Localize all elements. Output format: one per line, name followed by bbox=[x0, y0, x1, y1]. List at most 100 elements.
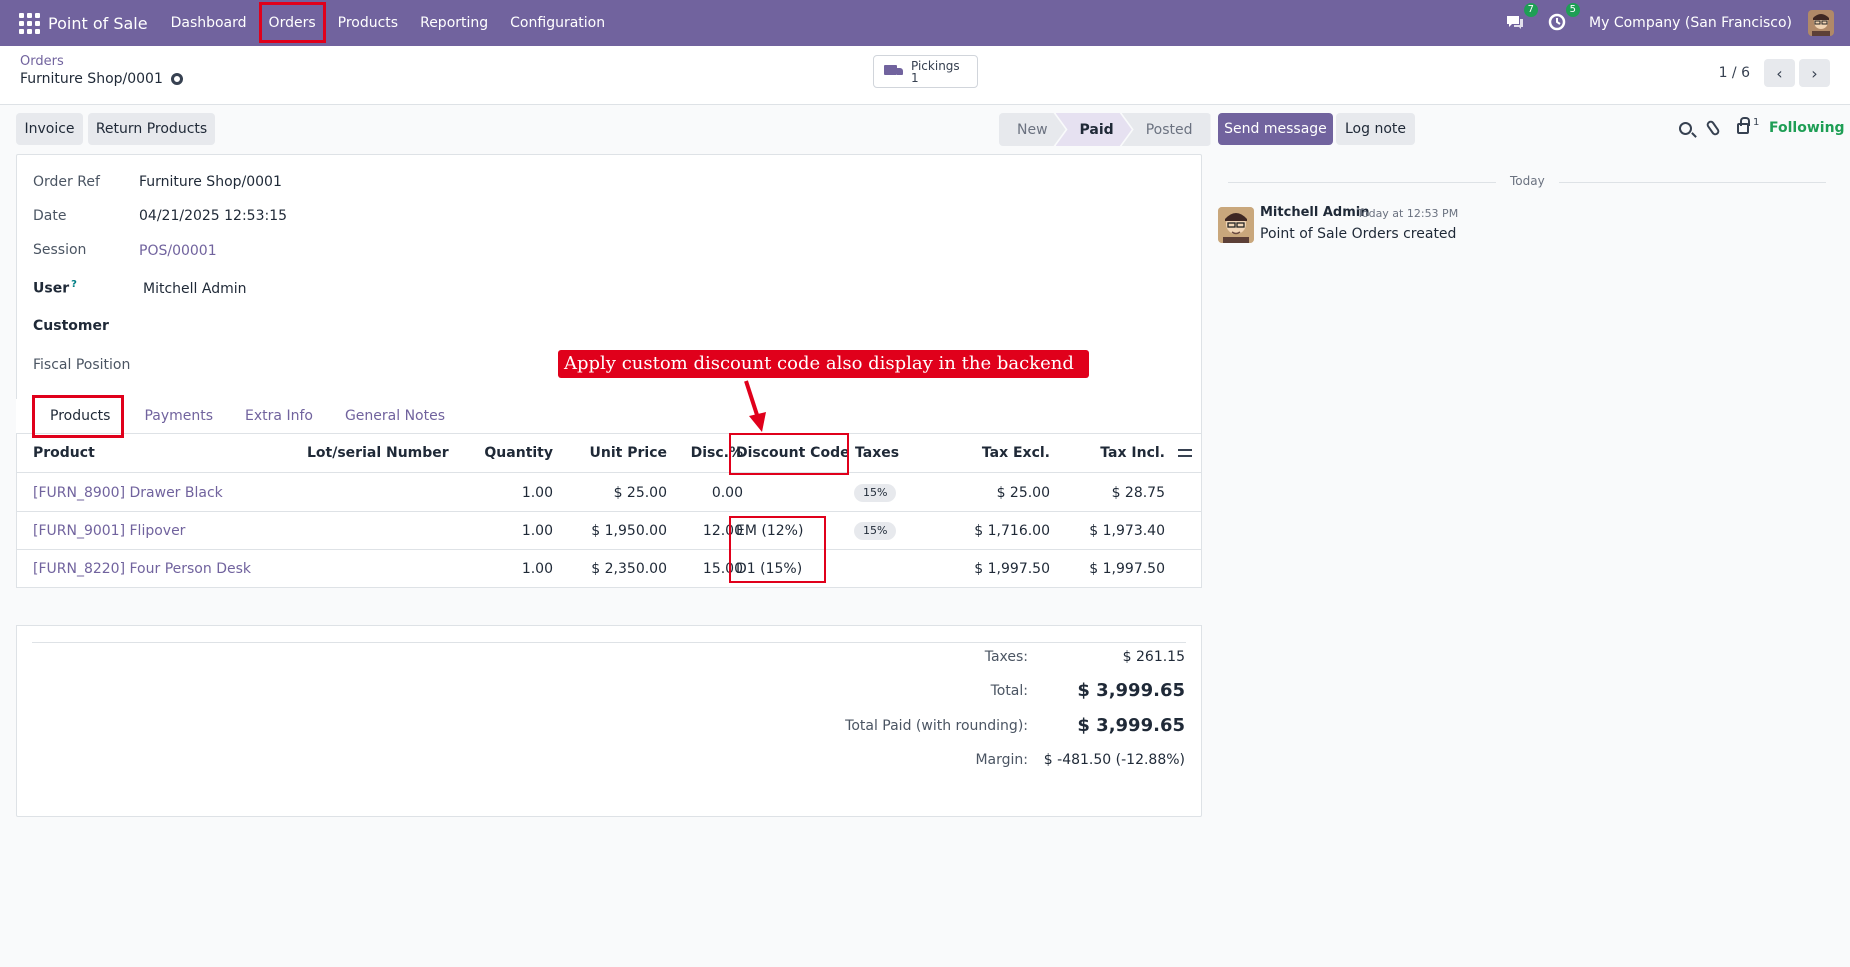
help-icon[interactable]: ? bbox=[71, 279, 77, 290]
total-label: Total: bbox=[990, 683, 1028, 699]
date-value: 04/21/2025 12:53:15 bbox=[139, 208, 288, 224]
tab-general-notes[interactable]: General Notes bbox=[344, 408, 446, 424]
message-body: Point of Sale Orders created bbox=[1260, 226, 1457, 242]
breadcrumb-orders[interactable]: Orders bbox=[20, 54, 64, 69]
cell-unit-price: $ 25.00 bbox=[613, 485, 667, 501]
col-quantity[interactable]: Quantity bbox=[484, 445, 553, 461]
following-button[interactable]: Following bbox=[1769, 120, 1845, 136]
messages-icon[interactable]: 7 bbox=[1505, 3, 1539, 34]
table-row[interactable]: [FURN_9001] Flipover 1.00 $ 1,950.00 12.… bbox=[16, 512, 1202, 550]
paperclip-icon[interactable] bbox=[1705, 119, 1721, 137]
cell-tax-excl: $ 1,716.00 bbox=[974, 523, 1050, 539]
message-author[interactable]: Mitchell Admin bbox=[1260, 205, 1370, 220]
col-unit-price[interactable]: Unit Price bbox=[589, 445, 667, 461]
app-grid-icon[interactable] bbox=[16, 10, 42, 36]
cell-tax-incl: $ 1,973.40 bbox=[1089, 523, 1165, 539]
stage-new[interactable]: New bbox=[999, 113, 1066, 146]
cell-product[interactable]: [FURN_8900] Drawer Black bbox=[33, 485, 223, 501]
date-separator-label: Today bbox=[1496, 174, 1559, 188]
cell-product[interactable]: [FURN_8220] Four Person Desk bbox=[33, 561, 251, 577]
col-taxes[interactable]: Taxes bbox=[855, 445, 900, 461]
menu-configuration[interactable]: Configuration bbox=[510, 15, 606, 31]
column-settings-icon[interactable] bbox=[1178, 447, 1192, 459]
pickings-smart-button[interactable]: Pickings 1 bbox=[873, 55, 978, 88]
messages-badge: 7 bbox=[1523, 3, 1539, 17]
total-paid-label: Total Paid (with rounding): bbox=[845, 718, 1028, 734]
search-icon[interactable] bbox=[1679, 122, 1692, 135]
pager-prev-button[interactable]: ‹ bbox=[1764, 59, 1795, 87]
invoice-button[interactable]: Invoice bbox=[16, 113, 83, 145]
cell-unit-price: $ 2,350.00 bbox=[591, 561, 667, 577]
customer-label: Customer bbox=[33, 318, 109, 334]
cell-discount-code: EM (12%) bbox=[736, 523, 804, 539]
user-value[interactable]: Mitchell Admin bbox=[143, 281, 247, 297]
tax-badge: 15% bbox=[854, 522, 897, 540]
user-avatar[interactable] bbox=[1808, 10, 1834, 36]
cell-product[interactable]: [FURN_9001] Flipover bbox=[33, 523, 186, 539]
activities-badge: 5 bbox=[1565, 3, 1581, 17]
pickings-label: Pickings bbox=[911, 58, 960, 73]
col-discount-code[interactable]: Discount Code bbox=[736, 445, 850, 461]
status-bar: New Paid Posted bbox=[999, 113, 1211, 146]
send-message-button[interactable]: Send message bbox=[1218, 113, 1333, 145]
empty-table-row bbox=[16, 588, 1202, 626]
tabs-divider bbox=[16, 433, 1202, 434]
gear-icon[interactable] bbox=[170, 73, 183, 85]
cell-unit-price: $ 1,950.00 bbox=[591, 523, 667, 539]
return-products-button[interactable]: Return Products bbox=[88, 113, 215, 145]
company-switcher[interactable]: My Company (San Francisco) bbox=[1589, 15, 1792, 31]
app-brand[interactable]: Point of Sale bbox=[48, 13, 148, 33]
breadcrumb-current: Furniture Shop/0001 bbox=[20, 71, 183, 87]
message-time: Today at 12:53 PM bbox=[1357, 207, 1459, 220]
taxes-label: Taxes: bbox=[984, 649, 1028, 665]
fiscal-position-label: Fiscal Position bbox=[33, 357, 131, 373]
author-avatar[interactable] bbox=[1218, 207, 1254, 243]
cell-disc: 15.00 bbox=[702, 561, 743, 577]
discount-values-highlight bbox=[729, 516, 826, 583]
followers-icon[interactable] bbox=[1737, 117, 1750, 134]
stage-paid[interactable]: Paid bbox=[1056, 113, 1132, 146]
cell-disc: 12.00 bbox=[702, 523, 743, 539]
tax-badge: 15% bbox=[854, 484, 897, 502]
activities-icon[interactable]: 5 bbox=[1547, 3, 1581, 34]
session-label: Session bbox=[33, 242, 87, 258]
truck-icon bbox=[884, 65, 904, 78]
follower-count: 1 bbox=[1753, 117, 1760, 128]
tab-payments[interactable]: Payments bbox=[144, 408, 214, 424]
date-label: Date bbox=[33, 208, 67, 224]
user-label-text: User bbox=[33, 280, 70, 297]
taxes-value: $ 261.15 bbox=[1122, 649, 1185, 665]
log-note-button[interactable]: Log note bbox=[1336, 113, 1415, 145]
user-label: User? bbox=[33, 279, 77, 297]
tab-extra-info[interactable]: Extra Info bbox=[245, 408, 313, 424]
menu-reporting[interactable]: Reporting bbox=[420, 15, 489, 31]
col-tax-excl[interactable]: Tax Excl. bbox=[981, 445, 1050, 461]
form-sheet: Order Ref Furniture Shop/0001 Date 04/21… bbox=[16, 154, 1202, 817]
col-product[interactable]: Product bbox=[33, 445, 95, 461]
cell-disc: 0.00 bbox=[711, 485, 743, 501]
table-row[interactable]: [FURN_8220] Four Person Desk 1.00 $ 2,35… bbox=[16, 550, 1202, 588]
cell-tax-incl: $ 28.75 bbox=[1111, 485, 1165, 501]
total-paid-value: $ 3,999.65 bbox=[1077, 715, 1185, 736]
session-link[interactable]: POS/00001 bbox=[139, 243, 217, 259]
order-ref-label: Order Ref bbox=[33, 174, 100, 190]
cell-quantity: 1.00 bbox=[521, 485, 553, 501]
col-lot[interactable]: Lot/serial Number bbox=[307, 445, 449, 461]
pager-next-button[interactable]: › bbox=[1799, 59, 1830, 87]
margin-value: $ -481.50 (-12.88%) bbox=[1043, 752, 1185, 768]
menu-orders[interactable]: Orders bbox=[258, 0, 327, 46]
totals-divider bbox=[32, 642, 1186, 643]
cell-tax-excl: $ 1,997.50 bbox=[974, 561, 1050, 577]
pager-value[interactable]: 1 / 6 bbox=[1718, 65, 1750, 81]
stage-posted[interactable]: Posted bbox=[1121, 113, 1211, 146]
order-ref-value: Furniture Shop/0001 bbox=[139, 174, 282, 190]
menu-products[interactable]: Products bbox=[337, 15, 399, 31]
menu-dashboard[interactable]: Dashboard bbox=[170, 15, 247, 31]
cell-quantity: 1.00 bbox=[521, 523, 553, 539]
control-panel: Orders Furniture Shop/0001 Pickings 1 1 … bbox=[0, 46, 1850, 105]
col-tax-incl[interactable]: Tax Incl. bbox=[1100, 445, 1165, 461]
discount-header-highlight bbox=[729, 433, 849, 475]
annotation-arrow-icon bbox=[744, 380, 766, 432]
table-row[interactable]: [FURN_8900] Drawer Black 1.00 $ 25.00 0.… bbox=[16, 474, 1202, 512]
pager: 1 / 6 ‹ › bbox=[1719, 59, 1830, 87]
